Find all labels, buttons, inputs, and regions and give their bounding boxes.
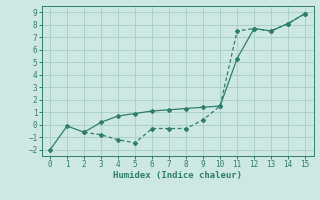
X-axis label: Humidex (Indice chaleur): Humidex (Indice chaleur) — [113, 171, 242, 180]
